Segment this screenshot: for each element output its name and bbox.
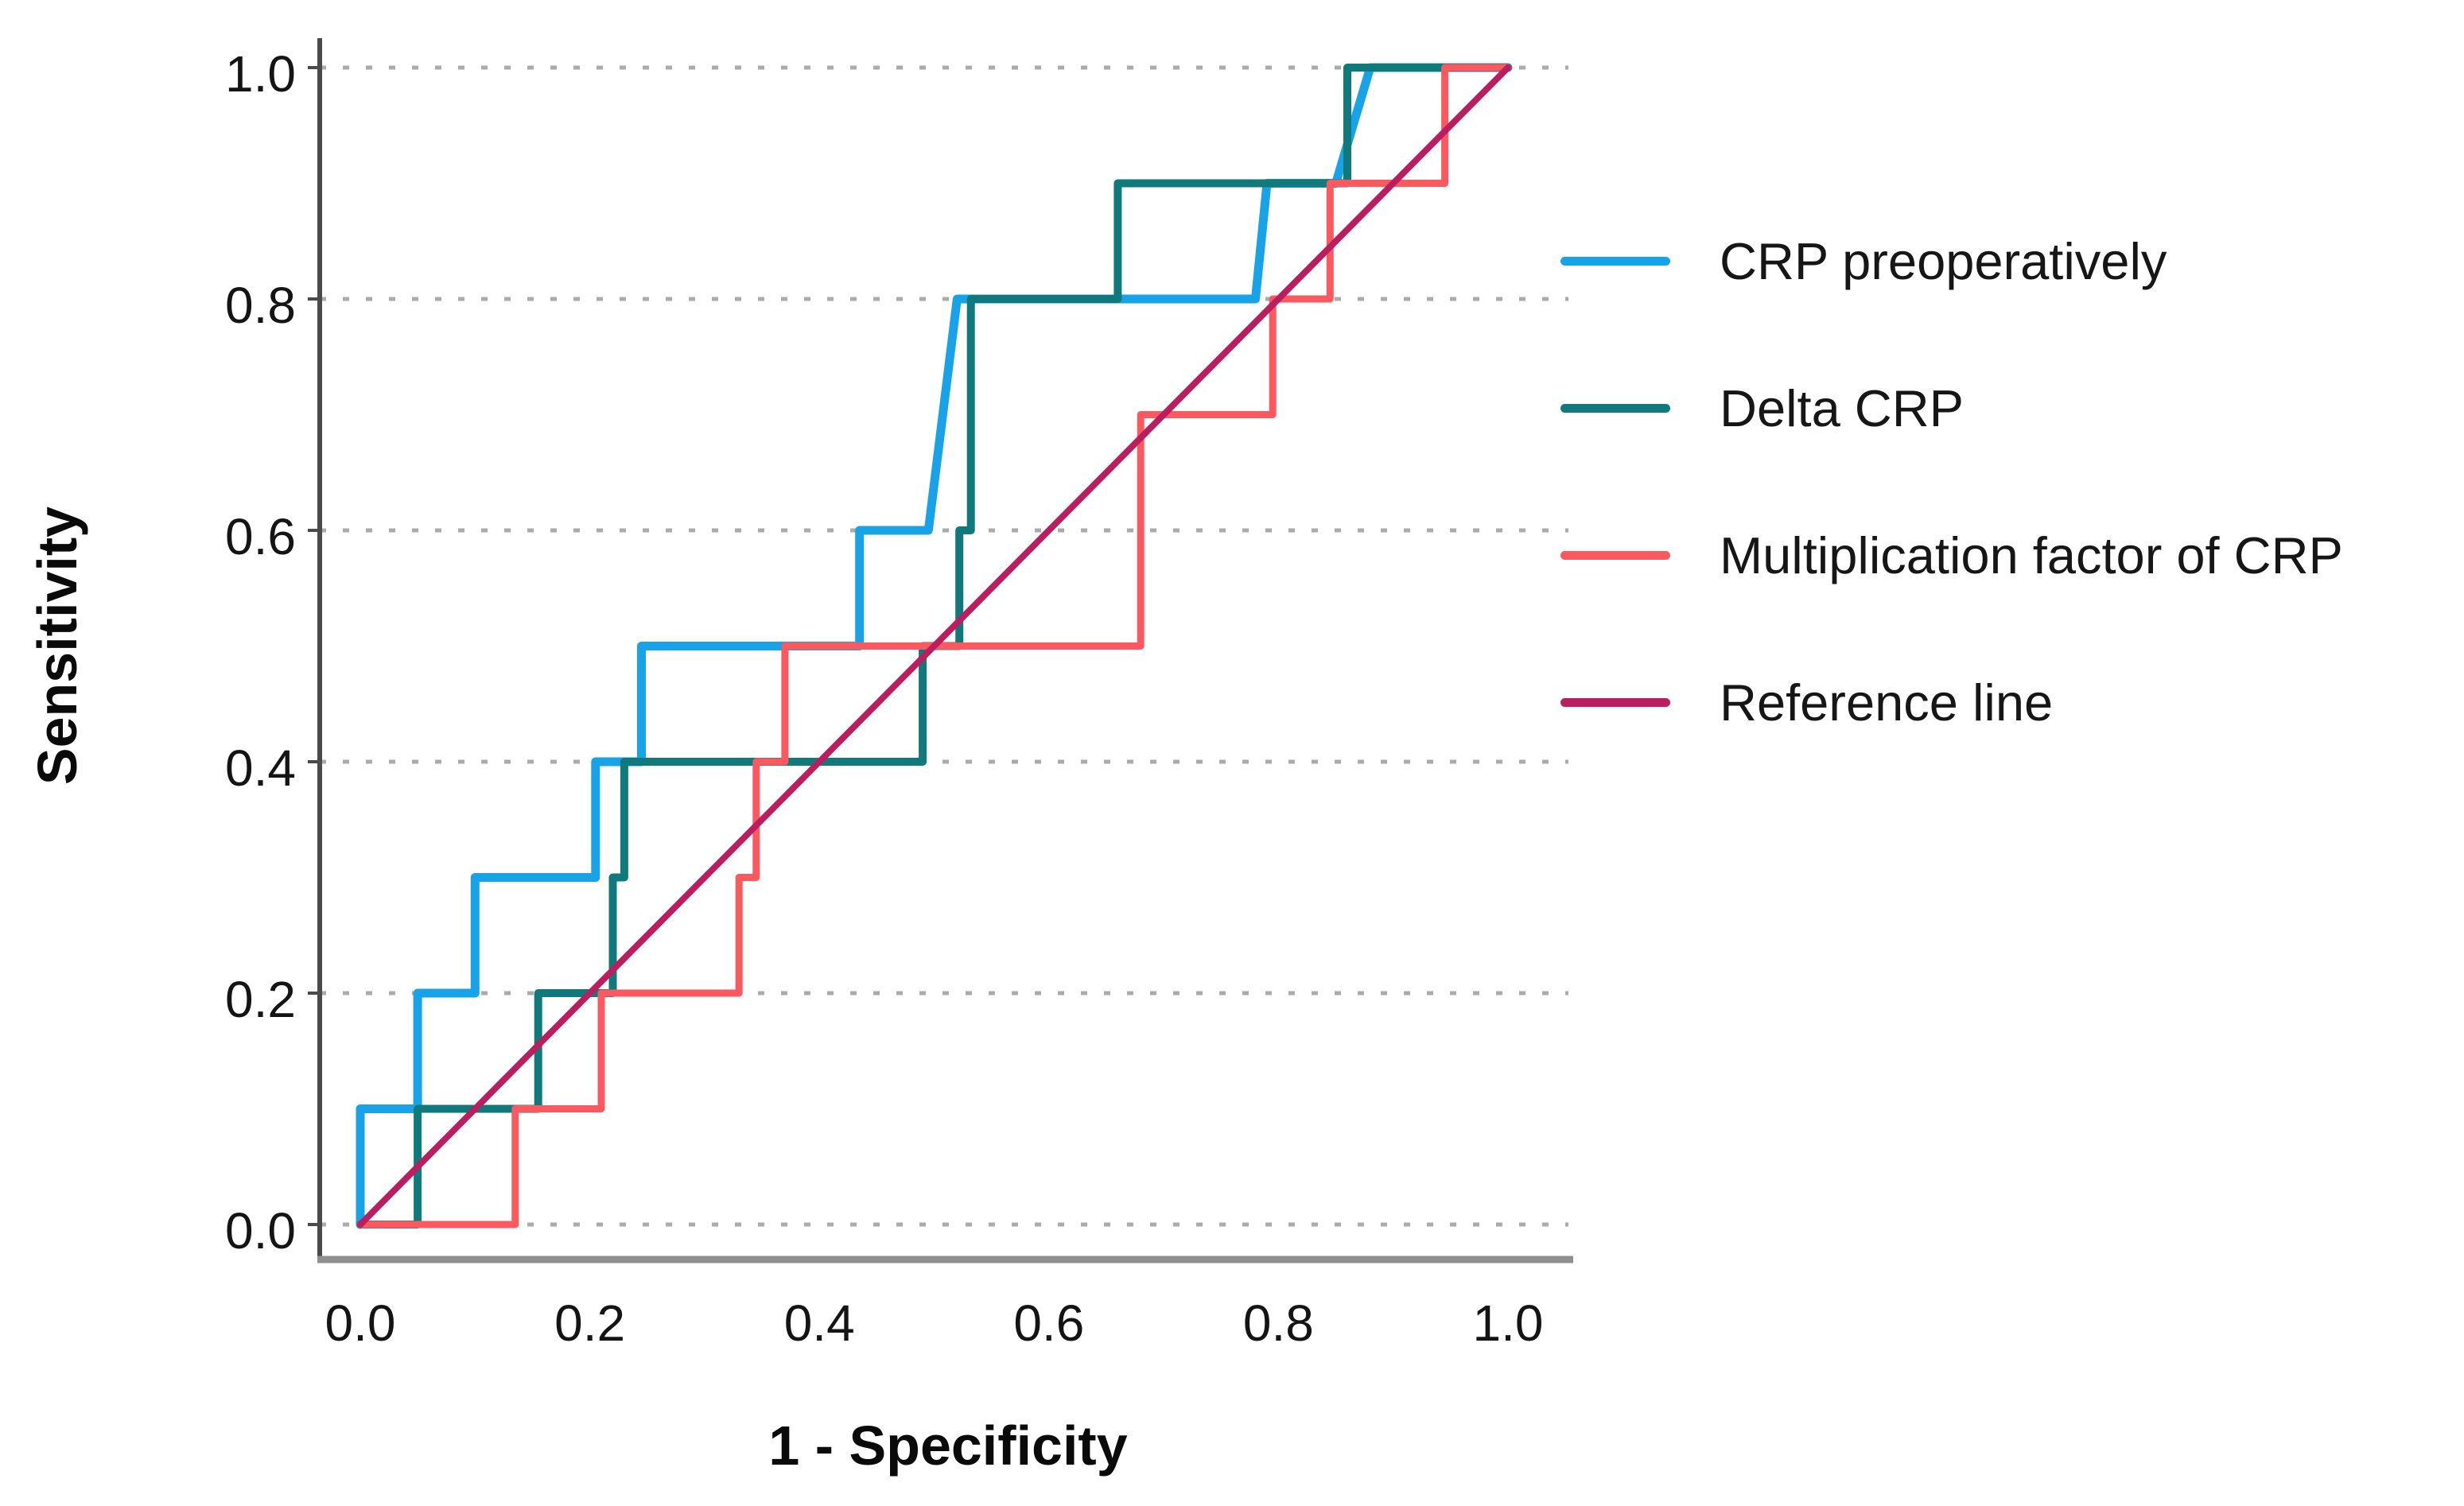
- x-tick-label-1.0: 1.0: [1472, 1294, 1544, 1352]
- legend-swatch-crp-preoperatively: [1560, 256, 1670, 266]
- legend-item-multiplication-factor: Multiplication factor of CRP: [1560, 510, 2343, 600]
- legend-item-crp-preoperatively: CRP preoperatively: [1560, 216, 2343, 305]
- legend-swatch-reference-line: [1560, 697, 1670, 707]
- y-tick-label-0.4: 0.4: [225, 739, 296, 797]
- y-tick-label-0.2: 0.2: [225, 971, 296, 1028]
- legend-label: Multiplication factor of CRP: [1720, 526, 2343, 584]
- legend: CRP preoperatively Delta CRP Multiplicat…: [1560, 216, 2343, 805]
- y-axis-title: Sensitivity: [26, 506, 88, 786]
- x-tick-label-0.6: 0.6: [1013, 1294, 1085, 1352]
- legend-label: Reference line: [1720, 673, 2054, 732]
- y-tick-label-0.8: 0.8: [225, 277, 296, 334]
- x-tick-label-0.8: 0.8: [1242, 1294, 1314, 1352]
- legend-label: CRP preoperatively: [1720, 231, 2167, 290]
- x-axis-title: 1 - Specificity: [768, 1415, 1128, 1477]
- legend-label: Delta CRP: [1720, 378, 1965, 437]
- legend-swatch-multiplication-factor: [1560, 550, 1670, 560]
- series-multiplication-factor-of-crp: [356, 64, 1512, 1228]
- x-tick-label-0.4: 0.4: [783, 1294, 855, 1352]
- x-tick-label-0.0: 0.0: [325, 1294, 396, 1352]
- series-delta-crp: [356, 64, 1512, 1228]
- legend-item-delta-crp: Delta CRP: [1560, 363, 2343, 452]
- legend-item-reference-line: Reference line: [1560, 658, 2343, 747]
- series-reference-line: [357, 64, 1511, 1228]
- y-tick-label-0.6: 0.6: [225, 508, 296, 565]
- legend-swatch-delta-crp: [1560, 403, 1670, 413]
- y-tick-label-1.0: 1.0: [225, 45, 296, 103]
- y-tick-label-0.0: 0.0: [225, 1202, 296, 1260]
- x-tick-label-0.2: 0.2: [554, 1294, 626, 1352]
